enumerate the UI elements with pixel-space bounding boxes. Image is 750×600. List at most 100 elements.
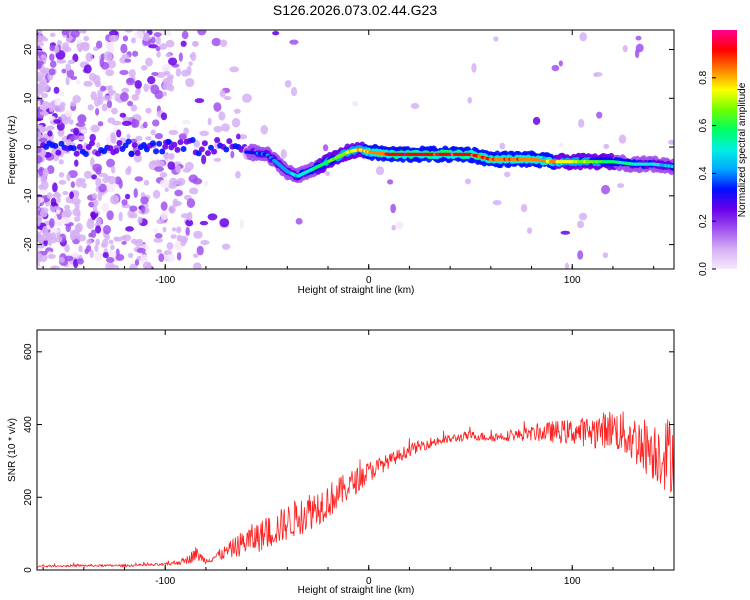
ridge-cell: [76, 143, 83, 150]
noise-cell: [325, 171, 331, 176]
noise-cell: [83, 64, 92, 74]
noise-cell: [182, 167, 191, 173]
noise-cell: [37, 71, 43, 82]
noise-cell: [37, 41, 44, 47]
noise-cell: [53, 45, 60, 54]
noise-cell: [140, 65, 148, 71]
ridge-cell: [211, 148, 218, 155]
spectrogram-ytick-label: 0: [23, 144, 34, 150]
noise-cell: [113, 236, 120, 242]
noise-cell: [121, 87, 130, 93]
noise-cell: [410, 102, 420, 110]
snr-xtick-label: 100: [564, 576, 581, 587]
snr-series-line: [37, 411, 674, 569]
spectrogram-ytick-label: 10: [23, 92, 34, 104]
noise-cell: [64, 244, 70, 253]
snr-ytick-label: 400: [23, 416, 34, 433]
noise-cell: [65, 76, 70, 86]
noise-cell: [231, 117, 241, 128]
noise-cell: [97, 121, 104, 127]
noise-cell: [50, 197, 57, 207]
noise-cell: [185, 226, 190, 236]
noise-cell: [100, 242, 106, 248]
ridge-cell: [131, 142, 138, 149]
noise-cell: [62, 42, 70, 52]
noise-cell: [162, 77, 171, 85]
noise-cell: [58, 159, 64, 165]
noise-cell: [560, 230, 571, 235]
noise-cell: [235, 170, 241, 179]
noise-cell: [174, 189, 183, 197]
noise-cell: [467, 96, 472, 104]
snr-ytick-label: 600: [23, 343, 34, 360]
ridge-cell: [174, 146, 181, 153]
noise-cell: [187, 211, 193, 221]
noise-cell: [213, 102, 222, 112]
colorbar-label: Normalized spectral amplitude: [737, 82, 748, 217]
noise-cell: [133, 188, 138, 198]
noise-cell: [93, 96, 101, 107]
noise-cell: [124, 30, 134, 33]
noise-cell: [52, 182, 58, 193]
noise-cell: [162, 82, 172, 91]
noise-cell: [634, 48, 640, 59]
noise-cell: [178, 52, 183, 62]
noise-cell: [72, 53, 79, 63]
colorbar-ticks: 0.0 0.2 0.4 0.6 0.8: [698, 70, 716, 276]
snr-xlabel: Height of straight line (km): [298, 585, 415, 596]
noise-cell: [107, 176, 117, 185]
snr-ytick-label: 200: [23, 488, 34, 505]
noise-cell: [164, 187, 169, 193]
noise-cell: [95, 166, 102, 175]
noise-cell: [53, 119, 61, 124]
noise-cell: [111, 165, 116, 174]
noise-cell: [110, 244, 115, 251]
noise-cell: [151, 71, 159, 76]
colorbar-tick-label: 0.6: [698, 118, 709, 132]
noise-cell: [148, 44, 159, 49]
noise-cell: [603, 143, 610, 150]
noise-cell: [158, 253, 165, 263]
noise-cell: [135, 135, 143, 142]
noise-cell: [54, 97, 62, 107]
noise-cell: [133, 154, 142, 163]
noise-cell: [85, 52, 93, 63]
noise-cell: [75, 122, 86, 127]
noise-cell: [199, 130, 210, 137]
noise-cell: [41, 233, 50, 241]
noise-cell: [54, 235, 63, 243]
colorbar-gradient: [712, 30, 737, 269]
noise-cell: [188, 61, 193, 67]
noise-cell: [77, 234, 87, 242]
noise-cell: [38, 35, 47, 41]
noise-cell: [180, 40, 187, 47]
noise-cell: [58, 171, 65, 178]
ridge-cell: [88, 140, 95, 147]
noise-cell: [121, 240, 127, 245]
noise-cell: [68, 119, 74, 125]
noise-cell: [150, 129, 156, 136]
noise-cell: [618, 134, 627, 144]
noise-cell: [119, 91, 129, 102]
noise-cell: [62, 190, 69, 196]
noise-cell: [37, 99, 41, 108]
ridge-cell: [162, 143, 169, 150]
noise-cell: [105, 257, 115, 263]
noise-cell: [134, 240, 144, 247]
colorbar-tick-label: 0.0: [698, 262, 709, 276]
noise-cell: [48, 68, 56, 76]
spectrogram-ytick-label: 20: [23, 44, 34, 56]
noise-cell: [58, 256, 65, 263]
snr-xtick-label: 0: [366, 576, 372, 587]
noise-cell: [192, 40, 199, 47]
noise-cell: [159, 172, 168, 178]
noise-cell: [61, 30, 68, 36]
noise-cell: [49, 53, 55, 61]
noise-cell: [101, 103, 108, 112]
noise-cell: [42, 67, 50, 74]
noise-cell: [161, 64, 171, 74]
noise-cell: [72, 95, 81, 104]
noise-cell: [150, 36, 156, 44]
noise-cell: [199, 220, 209, 226]
